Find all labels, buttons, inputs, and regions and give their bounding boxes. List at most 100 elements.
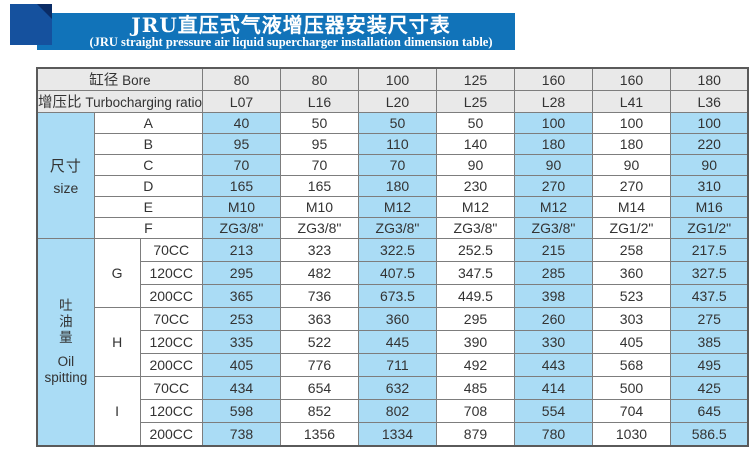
oil-volume-label: 120CC — [139, 261, 203, 285]
oil-value-cell: 711 — [357, 353, 437, 377]
oil-table-row: 200CC 738 1356 1334 879 780 1030 586.5 — [37, 422, 749, 447]
table-head: 缸径 Bore 80 80 100 125 160 160 180 增压比 Turbocharg… — [36, 67, 749, 113]
dim-letter-label: F — [93, 217, 203, 239]
header-label-zh: 缸径 — [89, 73, 119, 89]
oil-value-cell: 414 — [513, 376, 593, 400]
dim-value-cell: 90 — [435, 154, 515, 176]
oil-value-cell: 425 — [669, 376, 749, 400]
dim-value-cell: ZG3/8" — [435, 217, 515, 239]
size-table-row: E M10 M10 M12 M12 M12 M14 M16 — [37, 196, 749, 218]
oil-value-cell: 852 — [279, 399, 359, 423]
oil-table-row: I 70CC 434 654 632 485 414 500 425 — [37, 376, 749, 447]
oil-volume-label: 70CC — [139, 238, 203, 262]
oil-value-cell: 673.5 — [357, 284, 437, 308]
size-label-zh: 尺寸 — [49, 158, 82, 175]
dim-value-cell: 100 — [669, 112, 749, 134]
dimension-table: 缸径 Bore 80 80 100 125 160 160 180 增压比 Turbocharg… — [36, 67, 750, 447]
oil-volume-label: 70CC — [139, 376, 203, 400]
oil-value-cell: 645 — [669, 399, 749, 423]
oil-label-zh-char: 量 — [59, 330, 73, 345]
oil-value-cell: 495 — [669, 353, 749, 377]
dim-value-cell: M10 — [201, 196, 281, 218]
dim-value-cell: 180 — [357, 175, 437, 197]
bore-row: 缸径 Bore 80 80 100 125 160 160 180 — [36, 67, 749, 91]
dim-value-cell: M10 — [279, 196, 359, 218]
bore-value-cell: 80 — [279, 67, 359, 91]
ratio-value-cell: L28 — [513, 90, 593, 113]
oil-value-cell: 434 — [201, 376, 281, 400]
oil-value-cell: 780 — [513, 422, 593, 447]
corner-fold-decoration — [37, 4, 52, 19]
oil-value-cell: 449.5 — [435, 284, 515, 308]
oil-value-cell: 405 — [201, 353, 281, 377]
ratio-value-cell: L20 — [357, 90, 437, 113]
dim-value-cell: M12 — [357, 196, 437, 218]
dim-value-cell: M16 — [669, 196, 749, 218]
oil-table-row: 200CC 365 736 673.5 449.5 398 523 437.5 — [37, 284, 749, 308]
oil-value-cell: 482 — [279, 261, 359, 285]
oil-value-cell: 260 — [513, 307, 593, 331]
dim-letter-label: E — [93, 196, 203, 218]
oil-value-cell: 398 — [513, 284, 593, 308]
oil-value-cell: 360 — [357, 307, 437, 331]
dim-value-cell: 90 — [591, 154, 671, 176]
oil-value-cell: 776 — [279, 353, 359, 377]
dim-value-cell: 70 — [201, 154, 281, 176]
oil-table-row: H 70CC 253 363 360 295 260 303 275 — [37, 307, 749, 377]
dim-value-cell: ZG3/8" — [201, 217, 281, 239]
dim-value-cell: 310 — [669, 175, 749, 197]
oil-group-label: I — [93, 376, 141, 447]
bore-value-cell: 160 — [591, 67, 671, 91]
oil-value-cell: 252.5 — [435, 238, 515, 262]
bore-header-label: 缸径 Bore — [36, 67, 203, 91]
oil-value-cell: 704 — [591, 399, 671, 423]
oil-group-label: G — [93, 238, 141, 308]
dim-value-cell: 180 — [513, 133, 593, 155]
oil-table-row: 120CC 598 852 802 708 554 704 645 — [37, 399, 749, 423]
oil-value-cell: 327.5 — [669, 261, 749, 285]
oil-value-cell: 879 — [435, 422, 515, 447]
oil-value-cell: 407.5 — [357, 261, 437, 285]
dim-value-cell: 70 — [279, 154, 359, 176]
oil-label-zh-char: 油 — [59, 314, 73, 329]
dim-value-cell: ZG3/8" — [357, 217, 437, 239]
header-label-zh: 增压比 — [38, 95, 82, 111]
oil-volume-label: 120CC — [139, 399, 203, 423]
oil-value-cell: 586.5 — [669, 422, 749, 447]
dim-value-cell: ZG1/2" — [591, 217, 671, 239]
dim-letter-label: B — [93, 133, 203, 155]
logo-square — [10, 4, 52, 45]
bore-value-cell: 180 — [669, 67, 749, 91]
dim-value-cell: 270 — [513, 175, 593, 197]
oil-value-cell: 215 — [513, 238, 593, 262]
oil-value-cell: 1030 — [591, 422, 671, 447]
dim-value-cell: 230 — [435, 175, 515, 197]
dim-value-cell: 180 — [591, 133, 671, 155]
oil-value-cell: 322.5 — [357, 238, 437, 262]
dim-value-cell: ZG3/8" — [279, 217, 359, 239]
dim-value-cell: 165 — [201, 175, 281, 197]
oil-volume-label: 120CC — [139, 330, 203, 354]
oil-value-cell: 285 — [513, 261, 593, 285]
ratio-row: 增压比 Turbocharging ratio L07 L16 L20 L25 L28 L4… — [36, 90, 749, 113]
oil-section-label: 吐油量 Oil spitting — [36, 238, 95, 447]
oil-value-cell: 335 — [201, 330, 281, 354]
dim-value-cell: M14 — [591, 196, 671, 218]
dim-value-cell: 50 — [435, 112, 515, 134]
dim-value-cell: 220 — [669, 133, 749, 155]
bore-value-cell: 80 — [201, 67, 281, 91]
oil-value-cell: 363 — [279, 307, 359, 331]
size-body: 尺寸 size A 40 50 50 50 100 100 100 B 95 95 110 140 180 18… — [36, 112, 749, 239]
oil-value-cell: 632 — [357, 376, 437, 400]
oil-value-cell: 385 — [669, 330, 749, 354]
dim-letter-label: C — [93, 154, 203, 176]
title-banner: JRU直压式气液增压器安装尺寸表 (JRU straight pressure … — [37, 13, 515, 50]
dim-value-cell: 40 — [201, 112, 281, 134]
oil-body: 吐油量 Oil spitting G 70CC 213 323 322.5 252.5 215 25… — [36, 238, 749, 447]
oil-value-cell: 347.5 — [435, 261, 515, 285]
oil-value-cell: 443 — [513, 353, 593, 377]
oil-volume-label: 200CC — [139, 353, 203, 377]
oil-value-cell: 295 — [201, 261, 281, 285]
oil-value-cell: 303 — [591, 307, 671, 331]
oil-value-cell: 554 — [513, 399, 593, 423]
